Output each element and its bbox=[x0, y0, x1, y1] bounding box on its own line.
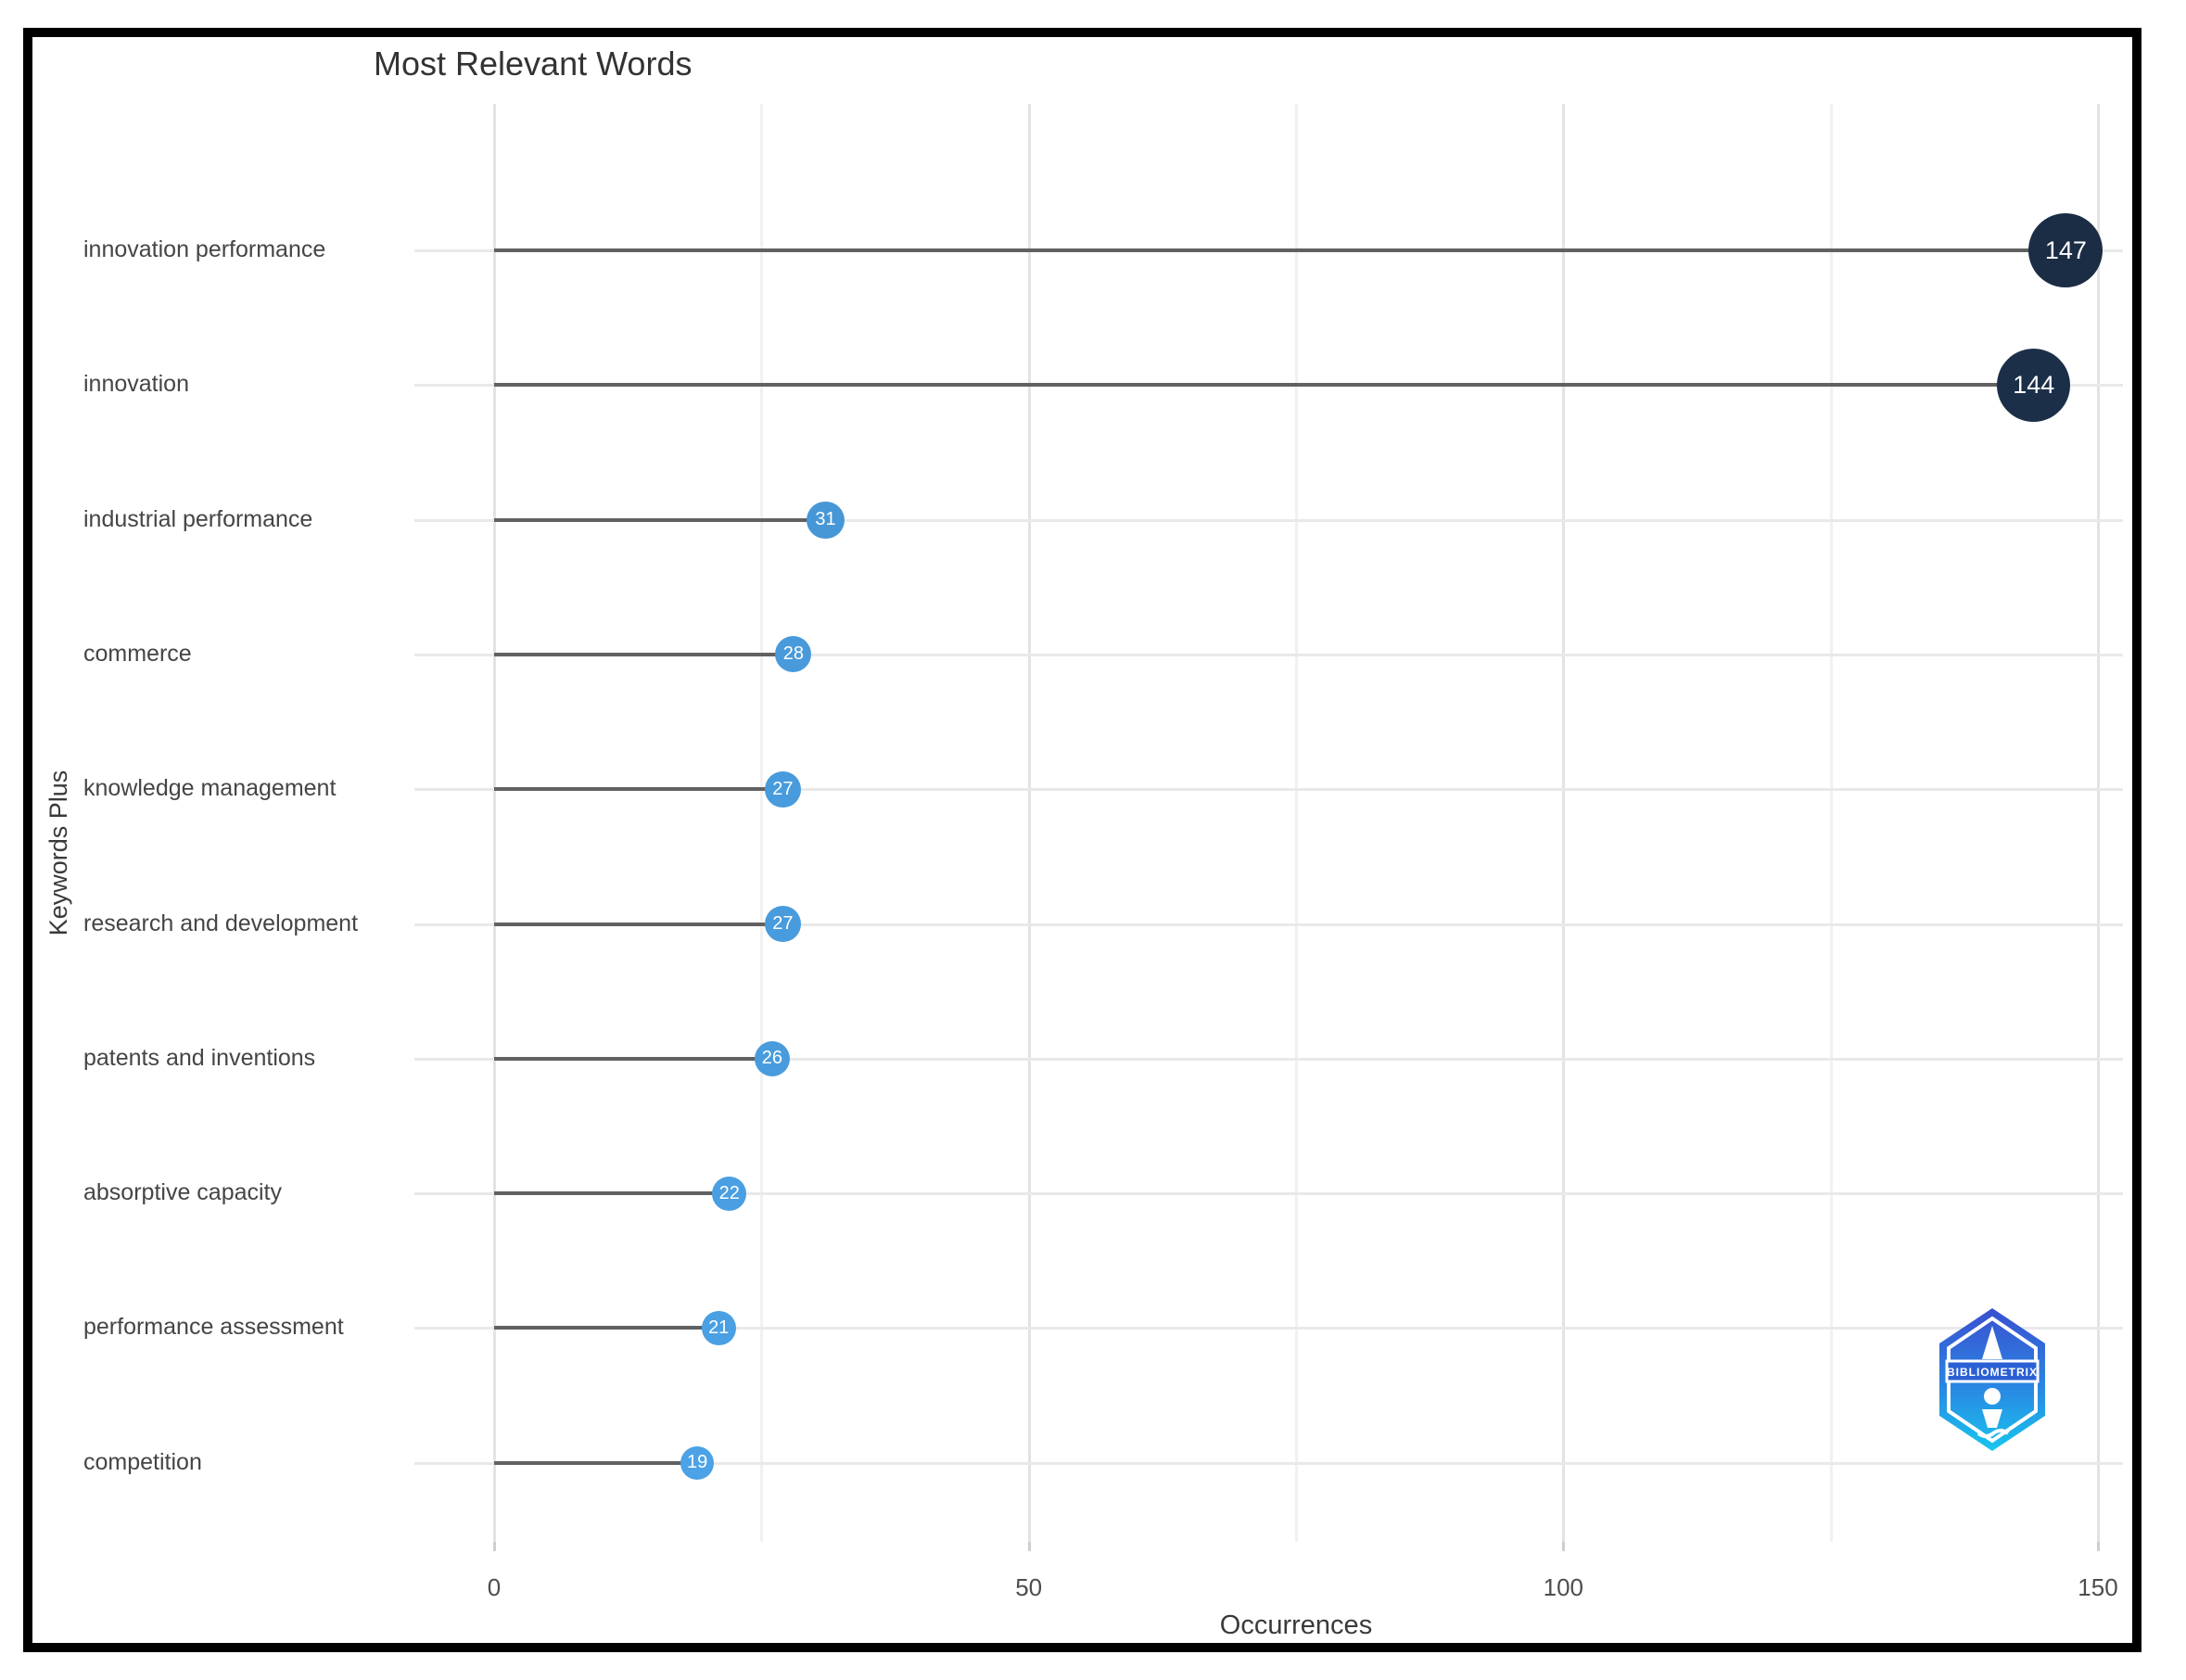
data-point-bubble: 144 bbox=[1997, 348, 2071, 422]
bubble-value-label: 31 bbox=[815, 509, 836, 530]
data-point-bubble: 21 bbox=[701, 1311, 736, 1345]
gridline-x-major bbox=[493, 104, 496, 1542]
bubble-value-label: 22 bbox=[718, 1182, 740, 1203]
data-point-bubble: 28 bbox=[775, 636, 812, 673]
category-label: innovation performance bbox=[83, 236, 326, 262]
gridline-x-minor bbox=[1295, 104, 1298, 1542]
x-tick-mark bbox=[2097, 1542, 2100, 1551]
gridline-y bbox=[414, 1057, 2123, 1061]
lollipop-stem bbox=[494, 787, 783, 792]
category-label: performance assessment bbox=[83, 1314, 344, 1341]
data-point-bubble: 27 bbox=[765, 770, 801, 808]
data-point-bubble: 31 bbox=[807, 501, 845, 539]
lollipop-stem bbox=[494, 248, 2066, 252]
gridline-y bbox=[414, 1192, 2123, 1196]
bibliometrix-logo-icon: BIBLIOMETRIX bbox=[1939, 1308, 2045, 1451]
x-tick-label: 0 bbox=[487, 1573, 502, 1601]
gridline-x-major bbox=[2097, 104, 2100, 1542]
y-axis-label: Keywords Plus bbox=[44, 770, 72, 936]
gridline-y bbox=[414, 923, 2123, 926]
bubble-value-label: 147 bbox=[2044, 235, 2087, 264]
category-label: research and development bbox=[83, 910, 359, 936]
gridline-y bbox=[414, 1461, 2123, 1465]
lollipop-stem bbox=[494, 1191, 730, 1196]
logo-rocket-tip bbox=[1982, 1326, 2002, 1359]
chart-title: Most Relevant Words bbox=[374, 45, 693, 83]
category-label: patents and inventions bbox=[83, 1044, 316, 1071]
gridline-y bbox=[414, 653, 2123, 656]
gridline-x-minor bbox=[1829, 104, 1833, 1542]
lollipop-stem bbox=[494, 517, 826, 522]
logo-wave bbox=[1976, 1429, 2010, 1438]
category-label: absorptive capacity bbox=[83, 1179, 283, 1206]
data-point-bubble: 147 bbox=[2028, 213, 2103, 287]
x-tick-mark bbox=[1562, 1542, 1566, 1551]
lollipop-stem bbox=[494, 383, 2034, 388]
lollipop-stem bbox=[494, 1056, 772, 1061]
data-point-bubble: 26 bbox=[754, 1040, 791, 1076]
x-tick-mark bbox=[493, 1542, 496, 1551]
gridline-x-minor bbox=[760, 104, 764, 1542]
bubble-value-label: 27 bbox=[772, 913, 794, 934]
gridline-x-major bbox=[1562, 104, 1566, 1542]
gridline-y bbox=[414, 518, 2123, 522]
lollipop-stem bbox=[494, 1326, 719, 1330]
lollipop-stem bbox=[494, 652, 794, 656]
gridline-x-major bbox=[1027, 104, 1031, 1542]
category-label: innovation bbox=[83, 371, 189, 398]
logo-banner-text: BIBLIOMETRIX bbox=[1947, 1366, 2038, 1379]
x-tick-label: 50 bbox=[1015, 1573, 1043, 1601]
bubble-value-label: 19 bbox=[687, 1452, 708, 1473]
bubble-value-label: 28 bbox=[782, 643, 805, 665]
category-label: competition bbox=[83, 1448, 202, 1475]
lollipop-stem bbox=[494, 922, 783, 926]
chart-frame bbox=[23, 28, 2142, 1652]
category-label: commerce bbox=[83, 640, 192, 667]
category-label: industrial performance bbox=[83, 505, 313, 532]
logo-rocket-body bbox=[1982, 1409, 2002, 1428]
category-label: knowledge management bbox=[83, 775, 337, 802]
bubble-value-label: 21 bbox=[708, 1317, 730, 1338]
bubble-value-label: 27 bbox=[772, 778, 794, 799]
x-tick-label: 150 bbox=[2078, 1573, 2118, 1601]
data-point-bubble: 27 bbox=[765, 906, 801, 942]
data-point-bubble: 22 bbox=[712, 1176, 747, 1211]
lollipop-stem bbox=[494, 1460, 698, 1465]
x-tick-mark bbox=[1027, 1542, 1031, 1551]
gridline-y bbox=[414, 788, 2123, 792]
x-axis-label: Occurrences bbox=[1219, 1610, 1373, 1640]
x-tick-label: 100 bbox=[1543, 1573, 1584, 1601]
gridline-y bbox=[414, 1327, 2123, 1330]
logo-inner-hexagon bbox=[1947, 1316, 2038, 1444]
bubble-value-label: 144 bbox=[2013, 370, 2055, 399]
data-point-bubble: 19 bbox=[680, 1445, 715, 1480]
logo-banner bbox=[1945, 1359, 2040, 1383]
bubble-value-label: 26 bbox=[761, 1048, 782, 1069]
logo-rocket-window bbox=[1984, 1388, 2001, 1405]
